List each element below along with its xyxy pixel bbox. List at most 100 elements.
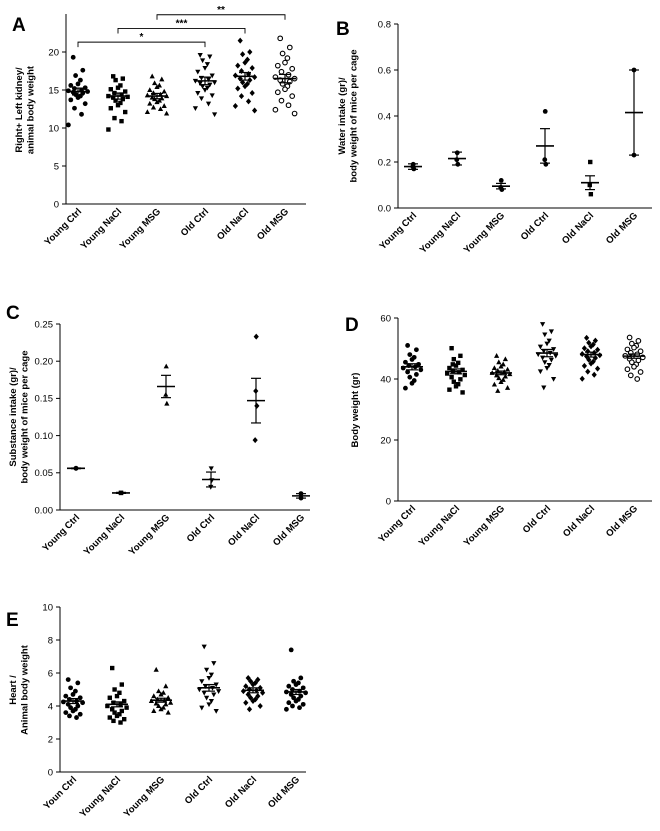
data-point bbox=[199, 679, 205, 685]
category-label: Young MSG bbox=[462, 503, 507, 548]
category-label: Young MSG bbox=[462, 210, 507, 255]
data-point bbox=[447, 365, 452, 371]
data-point bbox=[298, 675, 304, 681]
data-point bbox=[499, 187, 505, 193]
data-point bbox=[205, 77, 212, 83]
data-point bbox=[232, 102, 238, 109]
data-point bbox=[245, 98, 252, 105]
data-point bbox=[249, 64, 255, 71]
data-point bbox=[248, 694, 254, 701]
group-5 bbox=[579, 334, 603, 382]
group-1 bbox=[61, 677, 85, 720]
category-label: Young NaCl bbox=[417, 503, 462, 548]
data-point bbox=[272, 106, 279, 113]
data-point bbox=[201, 644, 207, 650]
y-axis-label-line: Water intake (gr)/ bbox=[337, 77, 348, 155]
data-point bbox=[507, 371, 513, 377]
data-point bbox=[282, 59, 288, 66]
data-point bbox=[204, 62, 210, 67]
y-axis-label: Substance intake (gr)/body weight of mic… bbox=[8, 350, 31, 483]
data-point bbox=[79, 111, 84, 117]
significance-label: * bbox=[140, 32, 144, 43]
group-2 bbox=[445, 345, 467, 395]
data-point bbox=[581, 362, 588, 369]
group-5 bbox=[232, 37, 258, 114]
data-point bbox=[195, 91, 201, 96]
data-point bbox=[163, 363, 169, 369]
data-point bbox=[156, 703, 162, 708]
category-label: Old Ctrl bbox=[185, 512, 217, 544]
data-point bbox=[451, 379, 457, 384]
data-point bbox=[115, 103, 121, 108]
data-point bbox=[634, 376, 641, 382]
data-point bbox=[286, 44, 293, 51]
category-label: Young Ctrl bbox=[43, 206, 85, 248]
y-axis-label-line: body weight of mice per cage bbox=[349, 49, 360, 182]
data-point bbox=[119, 118, 124, 124]
data-point bbox=[504, 366, 511, 372]
data-point bbox=[212, 112, 218, 118]
data-point bbox=[237, 37, 243, 44]
data-point bbox=[75, 95, 81, 100]
data-point bbox=[124, 705, 129, 710]
data-point bbox=[168, 699, 174, 705]
data-point bbox=[494, 353, 500, 358]
category-label: Old MSG bbox=[271, 512, 307, 548]
y-tick-label: 0.0 bbox=[378, 203, 391, 214]
data-point bbox=[252, 437, 258, 444]
data-point bbox=[110, 707, 115, 712]
data-point bbox=[254, 402, 260, 409]
data-point bbox=[284, 706, 289, 712]
data-point bbox=[449, 374, 454, 380]
data-point bbox=[209, 93, 215, 99]
data-point bbox=[211, 692, 217, 698]
y-tick-label: 10 bbox=[42, 602, 53, 613]
data-point bbox=[586, 339, 592, 346]
data-point bbox=[548, 329, 554, 335]
data-point bbox=[581, 345, 588, 352]
group-4 bbox=[202, 466, 220, 490]
y-tick-label: 0.15 bbox=[35, 394, 54, 405]
data-point bbox=[161, 103, 167, 108]
data-point bbox=[588, 159, 593, 165]
data-point bbox=[206, 675, 212, 681]
y-tick-label: 0 bbox=[386, 496, 391, 507]
data-point bbox=[158, 691, 164, 697]
data-point bbox=[550, 377, 557, 382]
data-point bbox=[117, 712, 122, 717]
data-point bbox=[291, 695, 296, 701]
data-point bbox=[274, 62, 281, 69]
data-point bbox=[68, 705, 73, 711]
data-point bbox=[460, 390, 465, 395]
group-4 bbox=[535, 322, 559, 391]
data-point bbox=[195, 69, 201, 75]
data-point bbox=[204, 695, 210, 701]
data-point bbox=[213, 682, 219, 688]
data-point bbox=[122, 717, 127, 722]
data-point bbox=[196, 687, 202, 693]
data-point bbox=[209, 73, 215, 79]
data-point bbox=[153, 666, 159, 672]
data-point bbox=[82, 85, 88, 91]
panel-letter: A bbox=[12, 15, 26, 36]
data-point bbox=[252, 107, 258, 114]
data-point bbox=[123, 89, 128, 94]
data-point bbox=[293, 682, 299, 687]
data-point bbox=[540, 322, 546, 327]
data-point bbox=[70, 708, 76, 714]
data-point bbox=[198, 96, 205, 102]
data-point bbox=[496, 375, 502, 381]
data-point bbox=[151, 708, 157, 713]
data-point bbox=[635, 338, 642, 344]
data-point bbox=[65, 677, 71, 682]
data-point bbox=[113, 77, 118, 83]
data-point bbox=[147, 100, 153, 106]
data-point bbox=[112, 710, 117, 715]
data-point bbox=[289, 93, 296, 99]
data-point bbox=[637, 348, 644, 355]
data-point bbox=[113, 98, 118, 103]
y-axis-label-line: animal body weight bbox=[26, 65, 37, 154]
data-point bbox=[453, 363, 459, 368]
data-point bbox=[118, 720, 123, 725]
group-3 bbox=[144, 73, 170, 116]
